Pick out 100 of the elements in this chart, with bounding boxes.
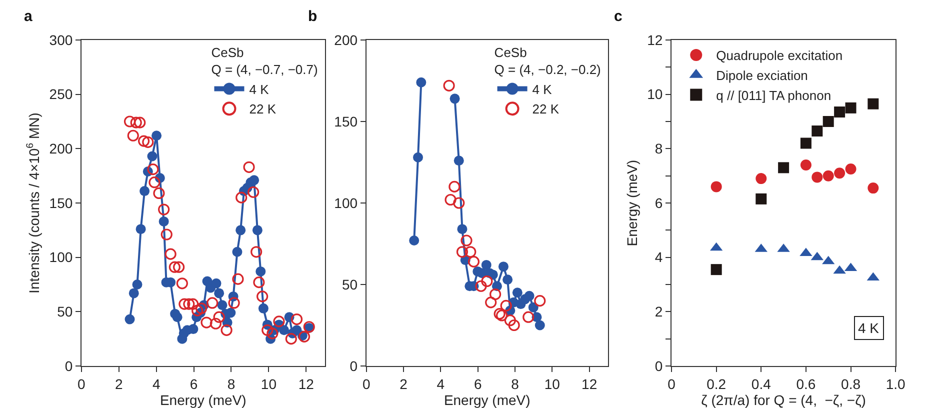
point bbox=[243, 161, 255, 173]
point bbox=[128, 288, 139, 298]
legend-label: Dipole exciation bbox=[716, 68, 808, 83]
x-tick-label: 0.2 bbox=[706, 376, 726, 392]
point bbox=[448, 180, 460, 192]
point bbox=[136, 224, 146, 234]
point bbox=[253, 276, 265, 288]
point bbox=[152, 130, 162, 141]
point bbox=[130, 116, 142, 128]
x-tick-label: 0.6 bbox=[796, 376, 816, 392]
point bbox=[460, 234, 472, 246]
y-tick-label: 0 bbox=[350, 358, 358, 374]
text: b bbox=[308, 8, 318, 25]
x-tick-label: 6 bbox=[474, 376, 482, 392]
point bbox=[124, 314, 135, 324]
point bbox=[285, 333, 297, 345]
y-tick-label: 12 bbox=[647, 32, 663, 48]
point bbox=[217, 300, 228, 310]
point bbox=[756, 173, 767, 184]
x-tick-label: 8 bbox=[227, 376, 236, 392]
point bbox=[140, 186, 150, 196]
y-axis-title: Energy (meV) bbox=[624, 160, 640, 246]
point bbox=[534, 295, 546, 307]
legend-label: 4 K bbox=[532, 82, 552, 97]
point bbox=[164, 248, 176, 260]
point bbox=[249, 175, 260, 186]
point bbox=[464, 246, 476, 258]
point bbox=[845, 102, 856, 114]
point bbox=[173, 261, 185, 273]
point bbox=[413, 152, 424, 162]
point bbox=[494, 308, 506, 320]
point bbox=[210, 318, 222, 330]
x-tick-label: 2 bbox=[400, 376, 408, 392]
legend-label: q // [011] TA phonon bbox=[716, 88, 832, 103]
y-tick-label: 8 bbox=[654, 140, 663, 157]
point bbox=[481, 275, 493, 288]
point bbox=[132, 280, 142, 290]
point bbox=[485, 296, 497, 308]
point bbox=[812, 126, 823, 137]
point bbox=[148, 176, 160, 188]
point bbox=[160, 228, 172, 240]
point bbox=[453, 197, 465, 209]
x-tick-label: 10 bbox=[260, 376, 277, 392]
point bbox=[236, 192, 248, 204]
point bbox=[220, 324, 232, 336]
point bbox=[176, 278, 188, 290]
point bbox=[250, 246, 262, 258]
text: c bbox=[614, 8, 622, 25]
legend-label: Quadrupole excitation bbox=[716, 48, 843, 64]
x-axis-title: ζ (2π/a) for Q = (4, −ζ, −ζ) bbox=[701, 392, 866, 408]
point bbox=[183, 298, 195, 310]
y-tick-label: 150 bbox=[49, 194, 73, 211]
point bbox=[834, 168, 846, 179]
x-tick-label: 0.4 bbox=[751, 376, 772, 392]
y-tick-label: 150 bbox=[334, 113, 358, 130]
legend-title: CeSb Q = (4, −0.7, −0.7) bbox=[211, 44, 318, 77]
point bbox=[232, 246, 242, 257]
point bbox=[756, 193, 767, 204]
x-tick-label: 2 bbox=[115, 376, 123, 392]
point bbox=[534, 320, 545, 330]
point bbox=[496, 310, 508, 322]
point bbox=[710, 181, 722, 192]
point bbox=[481, 260, 492, 270]
point bbox=[456, 246, 468, 258]
point bbox=[279, 325, 290, 336]
point bbox=[504, 314, 516, 326]
point bbox=[444, 194, 456, 206]
point bbox=[416, 77, 426, 88]
y-tick-label: 6 bbox=[654, 194, 663, 211]
point bbox=[178, 298, 190, 310]
point bbox=[188, 324, 198, 334]
legend-label: 4 K bbox=[249, 82, 270, 97]
point bbox=[778, 162, 790, 174]
point bbox=[409, 235, 420, 246]
x-tick-label: 12 bbox=[298, 376, 314, 392]
y-tick-label: 2 bbox=[654, 304, 663, 320]
point bbox=[153, 187, 165, 200]
point bbox=[512, 288, 522, 298]
y-tick-label: 200 bbox=[49, 140, 73, 157]
legend-title: CeSb Q = (4, −0.2, −0.2) bbox=[494, 44, 601, 77]
point bbox=[298, 330, 310, 342]
x-tick-label: 8 bbox=[511, 376, 520, 392]
point bbox=[206, 297, 218, 309]
x-tick-label: 6 bbox=[190, 376, 198, 392]
point bbox=[450, 94, 460, 104]
point bbox=[454, 156, 464, 166]
point bbox=[192, 304, 204, 316]
point bbox=[200, 316, 212, 328]
point bbox=[845, 164, 856, 175]
x-axis-title: Energy (meV) bbox=[160, 392, 246, 408]
y-tick-label: 100 bbox=[334, 194, 358, 211]
point bbox=[213, 311, 225, 323]
point bbox=[248, 186, 260, 198]
point bbox=[232, 273, 244, 285]
point bbox=[147, 151, 158, 162]
point bbox=[127, 130, 139, 142]
point bbox=[256, 290, 268, 302]
point bbox=[812, 172, 823, 183]
point bbox=[147, 164, 159, 176]
point bbox=[868, 98, 879, 110]
